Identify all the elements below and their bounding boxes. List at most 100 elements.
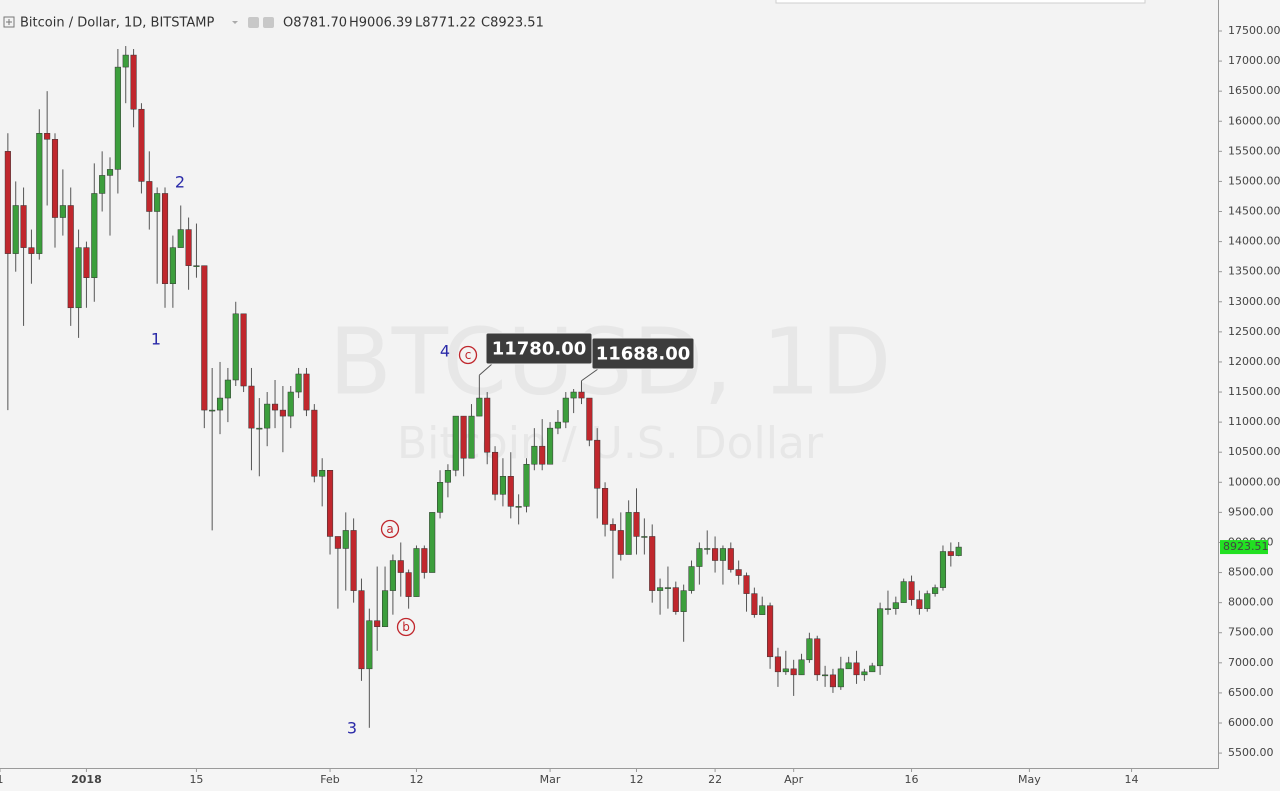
candle-body [28,247,35,254]
candle-body [350,530,357,591]
wave-label: 3 [347,719,357,738]
candle-body [122,54,129,68]
candle-body [468,415,475,459]
candle-body [845,662,852,670]
candle-body [562,397,569,423]
candle-body [539,445,546,465]
candle-body [12,205,19,254]
candle-body [672,587,679,612]
candle-body [232,313,239,381]
watermark-subtitle: Bitcoin / U.S. Dollar [397,418,824,469]
callout-box [591,337,695,370]
candle-body [429,512,436,573]
candle-body [279,409,286,417]
candle-body [947,551,954,556]
y-tick-label: 10000.00 [1228,475,1280,488]
dropdown-icon[interactable] [232,21,238,24]
y-tick-label: 16500.00 [1228,84,1280,97]
candle-body [358,590,365,670]
candle-body [342,530,349,549]
candle-body [688,566,695,591]
candle-body [334,536,341,549]
toolbar-edge [775,0,1146,4]
y-tick-label: 8500.00 [1228,566,1274,579]
candle-body [311,409,318,477]
ohlc-value: O8781.70 [283,16,347,31]
candle-body [271,403,279,411]
y-tick-label: 11000.00 [1228,415,1280,428]
candle-body [67,205,74,309]
candle-body [955,546,962,556]
candle-body [617,530,624,555]
correction-circle [380,519,400,539]
ohlc-legend: O8781.70 H9006.39 L8771.22 C8923.51 [283,16,544,31]
candle-body [75,247,82,309]
y-tick-label: 12500.00 [1228,325,1280,338]
candle-body [405,572,412,597]
chart-title: Bitcoin / Dollar, 1D, BITSTAMP [20,16,215,31]
candle-body [829,674,837,688]
y-tick-label: 6000.00 [1228,716,1274,729]
candle-body [892,602,899,609]
settings-icon[interactable] [263,17,274,28]
candle-body [751,593,758,615]
candle-body [295,373,302,393]
candle-body [287,391,294,417]
visibility-icon[interactable] [248,17,259,28]
y-tick-label: 13500.00 [1228,265,1280,278]
candle-body [499,476,506,495]
candle-body [185,229,192,266]
candle-body [602,488,609,525]
candle-body [853,662,860,676]
y-tick-label: 8000.00 [1228,596,1274,609]
candle-body [586,397,593,441]
time-axis-area [0,769,1219,791]
candle-body [578,391,585,399]
candle-body [4,151,11,254]
candle-body [657,587,664,591]
candle-body [664,587,671,589]
candle-body [146,181,153,212]
candle-body [719,548,726,561]
y-tick-label: 15000.00 [1228,174,1280,187]
collapse-icon[interactable] [3,16,15,28]
candle-body [209,409,216,412]
candle-body [248,385,255,429]
candle-body [59,205,66,218]
candle-body [939,551,947,588]
candle-body [326,470,334,537]
candle-body [20,205,27,248]
candle-body [374,620,381,627]
candle-body [814,638,821,676]
y-tick-label: 9500.00 [1228,505,1274,518]
candle-body [240,313,247,387]
candle-body [224,379,231,399]
correction-label: a [386,522,393,536]
x-tick-label: 12 [409,773,423,786]
candle-body [554,421,561,429]
candle-body [476,397,483,417]
candle-body [735,569,742,576]
candle-body [83,247,90,278]
candle-body [492,451,499,495]
correction-circle [396,617,416,637]
wave-label: 1 [151,330,161,349]
y-tick-label: 17500.00 [1228,24,1280,37]
x-tick-label: 2018 [71,773,102,786]
y-tick-label: 14500.00 [1228,205,1280,218]
candle-body [790,668,797,676]
callout-text: 11688.00 [596,344,691,365]
candle-body [36,133,43,254]
candle-body [51,139,59,218]
candle-body [570,391,577,399]
y-tick-label: 5500.00 [1228,746,1274,759]
wave-label: 2 [175,173,185,192]
candle-body [932,587,939,594]
candle-body [397,560,404,573]
candle-body [712,548,719,561]
candle-body [99,175,106,194]
candle-body [916,599,923,609]
